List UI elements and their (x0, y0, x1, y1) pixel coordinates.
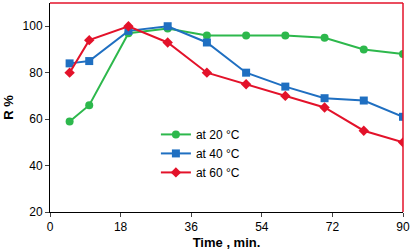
svg-text:60: 60 (29, 112, 43, 126)
svg-text:80: 80 (29, 66, 43, 80)
svg-text:20: 20 (29, 205, 43, 219)
svg-text:54: 54 (255, 220, 269, 234)
svg-text:at 20 °C: at 20 °C (196, 128, 240, 142)
svg-text:100: 100 (23, 19, 43, 33)
svg-text:at 60 °C: at 60 °C (196, 166, 240, 180)
svg-text:Time , min.: Time , min. (193, 235, 261, 250)
svg-text:at 40 °C: at 40 °C (196, 147, 240, 161)
svg-text:18: 18 (114, 220, 128, 234)
svg-text:R %: R % (1, 95, 16, 120)
svg-text:0: 0 (47, 220, 54, 234)
svg-text:72: 72 (326, 220, 340, 234)
svg-text:90: 90 (396, 220, 410, 234)
svg-text:36: 36 (185, 220, 199, 234)
svg-text:40: 40 (29, 159, 43, 173)
